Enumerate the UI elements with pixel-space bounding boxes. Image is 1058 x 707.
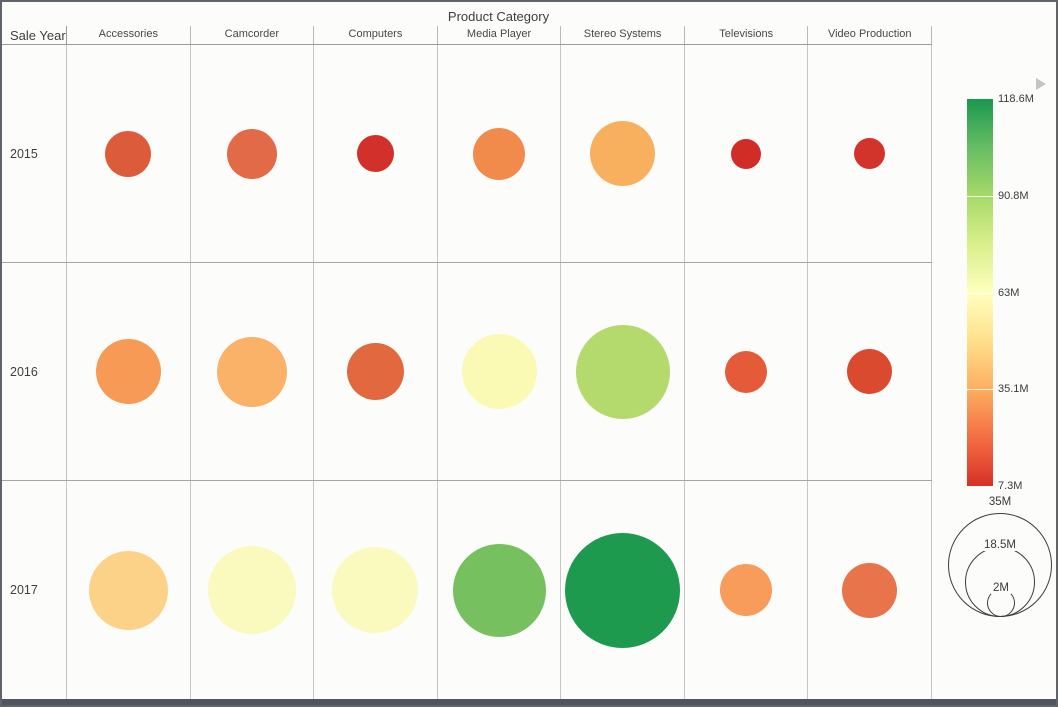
matrix-cell bbox=[561, 263, 685, 480]
column-header-row: Sale Year Accessories Camcorder Computers M… bbox=[2, 2, 933, 45]
matrix-cell bbox=[314, 45, 438, 262]
matrix-row-2017: 2017 bbox=[2, 481, 933, 700]
bubble-2015-video-production[interactable] bbox=[854, 138, 886, 169]
color-legend-tickline bbox=[967, 292, 993, 294]
matrix-row-2015: 2015 bbox=[2, 45, 933, 263]
matrix-body: 2015 2016 2017 bbox=[2, 45, 933, 700]
bubble-2015-televisions[interactable] bbox=[731, 138, 762, 169]
horizontal-scrollbar[interactable] bbox=[2, 699, 1056, 705]
bubble-2017-camcorder[interactable] bbox=[207, 546, 296, 634]
color-legend-tick: 7.3M bbox=[998, 480, 1023, 492]
bubble-2016-camcorder[interactable] bbox=[216, 336, 287, 407]
matrix-cell bbox=[808, 481, 933, 699]
color-legend-tick: 90.8M bbox=[998, 189, 1029, 202]
bubble-2016-stereo-systems[interactable] bbox=[575, 324, 670, 419]
matrix-cell bbox=[67, 45, 191, 262]
bubble-2015-stereo-systems[interactable] bbox=[590, 121, 656, 186]
bubble-2016-media-player[interactable] bbox=[461, 334, 537, 409]
matrix-cell bbox=[314, 481, 438, 699]
color-legend-tick: 35.1M bbox=[998, 383, 1029, 396]
bubble-2015-computers[interactable] bbox=[356, 135, 394, 172]
row-axis-title: Sale Year bbox=[2, 26, 67, 44]
column-header-video-production: Video Production bbox=[808, 26, 933, 44]
matrix-cell bbox=[191, 481, 315, 699]
matrix-cell bbox=[67, 481, 191, 699]
bubble-2015-accessories[interactable] bbox=[105, 130, 152, 177]
matrix-cell bbox=[561, 45, 685, 262]
column-header-media-player: Media Player bbox=[438, 26, 562, 44]
matrix-cell bbox=[438, 45, 562, 262]
column-axis-title: Product Category bbox=[447, 9, 550, 24]
matrix-cell bbox=[685, 45, 809, 262]
bubble-2017-stereo-systems[interactable] bbox=[565, 532, 681, 648]
color-legend-tick: 63M bbox=[998, 286, 1020, 299]
size-legend-label-35m: 35M bbox=[986, 496, 1014, 508]
bubble-2015-camcorder[interactable] bbox=[226, 128, 277, 179]
column-header-computers: Computers bbox=[314, 26, 438, 44]
matrix-cell bbox=[438, 263, 562, 480]
bubble-2015-media-player[interactable] bbox=[473, 127, 526, 180]
matrix-cell bbox=[314, 263, 438, 480]
matrix-cell bbox=[685, 263, 809, 480]
color-legend-tick: 118.6M bbox=[998, 93, 1034, 105]
bubble-2017-accessories[interactable] bbox=[88, 550, 168, 630]
matrix-row-2016: 2016 bbox=[2, 263, 933, 481]
size-legend-label-2m: 2M bbox=[991, 582, 1011, 594]
matrix-cell bbox=[561, 481, 685, 699]
matrix-cell bbox=[808, 45, 933, 262]
bubble-2017-video-production[interactable] bbox=[842, 562, 898, 618]
row-label-2015: 2015 bbox=[2, 45, 67, 262]
matrix-cell bbox=[191, 263, 315, 480]
bubble-2017-televisions[interactable] bbox=[720, 564, 773, 616]
legend-panel: 118.6M 90.8M 63M 35.1M 7.3M 35M 18.5M 2M bbox=[934, 2, 1056, 701]
column-header-televisions: Televisions bbox=[685, 26, 809, 44]
bubble-2016-video-production[interactable] bbox=[847, 349, 893, 394]
bubble-2016-televisions[interactable] bbox=[725, 350, 768, 393]
matrix-cell bbox=[808, 263, 933, 480]
legend-collapse-icon[interactable] bbox=[1036, 78, 1046, 90]
row-label-2016: 2016 bbox=[2, 263, 67, 480]
matrix-cell bbox=[191, 45, 315, 262]
column-header-accessories: Accessories bbox=[67, 26, 191, 44]
bubble-2016-accessories[interactable] bbox=[95, 339, 161, 404]
color-legend-tickline bbox=[967, 195, 993, 197]
matrix-cell bbox=[67, 263, 191, 480]
bubble-2017-computers[interactable] bbox=[332, 547, 419, 633]
row-label-2017: 2017 bbox=[2, 481, 67, 699]
column-header-camcorder: Camcorder bbox=[191, 26, 315, 44]
bubble-matrix-chart: Product Category Sale Year Accessories Ca… bbox=[2, 2, 933, 701]
matrix-cell bbox=[438, 481, 562, 699]
color-legend-tickline bbox=[967, 389, 993, 391]
size-legend-label-18.5m: 18.5M bbox=[982, 539, 1018, 551]
bubble-2017-media-player[interactable] bbox=[452, 543, 546, 637]
bubble-2016-computers[interactable] bbox=[346, 343, 404, 400]
matrix-cell bbox=[685, 481, 809, 699]
column-header-stereo-systems: Stereo Systems bbox=[561, 26, 685, 44]
